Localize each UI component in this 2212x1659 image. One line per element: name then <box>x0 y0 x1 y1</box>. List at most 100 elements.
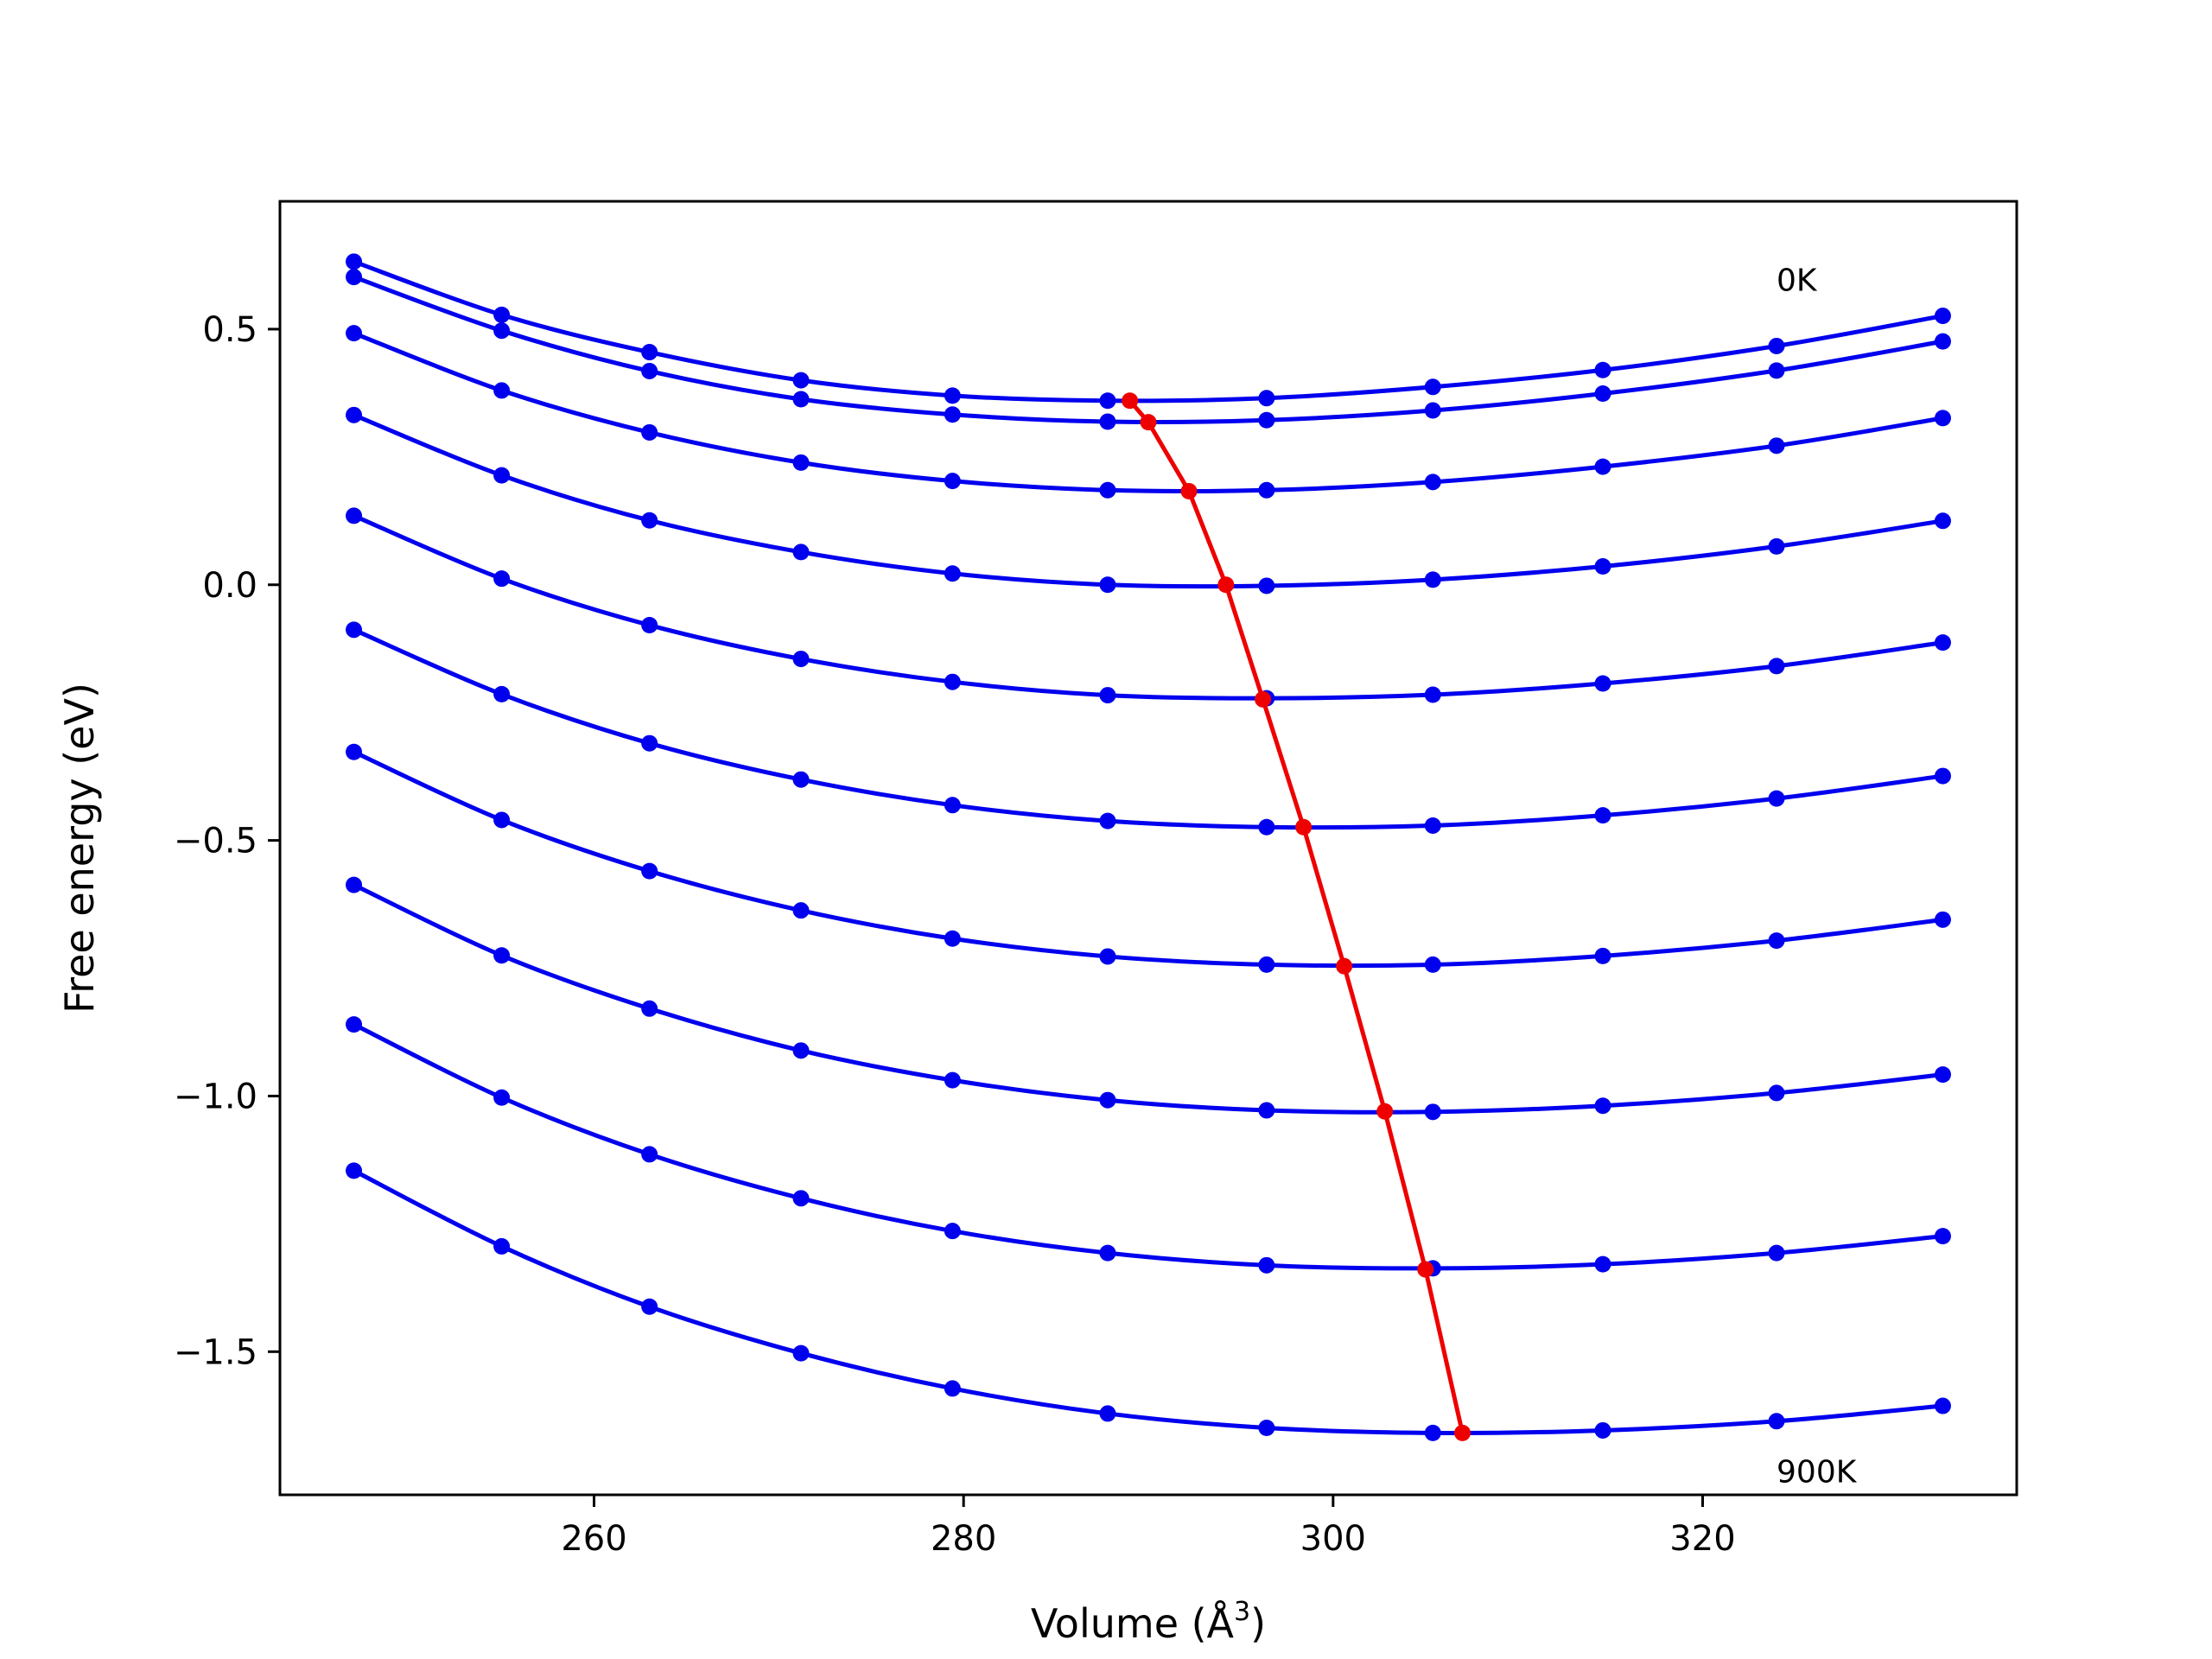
series-4-point-9 <box>1768 658 1785 675</box>
series-3-point-0 <box>346 406 363 423</box>
series-1-point-9 <box>1768 362 1785 379</box>
series-6-point-6 <box>1258 956 1275 973</box>
series-0-point-0 <box>346 253 363 270</box>
series-5-point-6 <box>1258 818 1275 836</box>
series-5-point-5 <box>1099 812 1116 830</box>
series-2-point-6 <box>1258 481 1275 499</box>
series-8-point-2 <box>641 1146 658 1163</box>
series-3-point-3 <box>792 543 810 561</box>
series-1-point-8 <box>1594 385 1611 402</box>
x-tick-label-1: 280 <box>931 1519 996 1559</box>
series-1-point-6 <box>1258 411 1275 429</box>
series-0-point-9 <box>1768 337 1785 354</box>
series-9-point-2 <box>641 1298 658 1315</box>
series-7-point-6 <box>1258 1102 1275 1119</box>
series-line-5 <box>353 627 1943 830</box>
series-2-point-7 <box>1424 474 1441 491</box>
series-9-point-8 <box>1594 1421 1611 1439</box>
series-4-point-5 <box>1099 687 1116 704</box>
series-6-point-2 <box>641 862 658 880</box>
y-tick-label-1: 0.0 <box>202 566 257 606</box>
series-4-point-7 <box>1424 686 1441 703</box>
series-1-point-2 <box>641 362 658 379</box>
series-0-point-3 <box>792 372 810 389</box>
series-line-7 <box>353 882 1943 1115</box>
series-6-point-9 <box>1768 932 1785 950</box>
series-1-point-1 <box>493 322 511 340</box>
y-tick-label-2: −0.5 <box>174 822 257 861</box>
series-line-9 <box>353 1168 1943 1436</box>
x-axis-label: Volume (Å3) <box>1031 1597 1266 1647</box>
series-2-point-0 <box>346 325 363 342</box>
series-0-point-8 <box>1594 361 1611 378</box>
minimum-point-8 <box>1417 1261 1434 1278</box>
series-7-point-10 <box>1934 1066 1951 1084</box>
series-5-point-3 <box>792 771 810 788</box>
series-5-point-7 <box>1424 817 1441 834</box>
minimum-path-line <box>1128 399 1465 1433</box>
series-0-point-2 <box>641 344 658 361</box>
series-7-point-7 <box>1424 1103 1441 1121</box>
minimum-point-9 <box>1454 1424 1471 1441</box>
minimum-point-7 <box>1376 1103 1394 1120</box>
series-8-point-0 <box>346 1016 363 1033</box>
series-6-point-4 <box>944 930 961 947</box>
series-8-point-1 <box>493 1089 511 1106</box>
series-0-point-7 <box>1424 378 1441 396</box>
minimum-path-layer <box>1122 392 1471 1441</box>
series-4-point-1 <box>493 570 511 588</box>
minimum-point-4 <box>1255 690 1272 708</box>
series-4-point-8 <box>1594 675 1611 692</box>
plot-frame <box>278 200 2018 1497</box>
series-8-point-9 <box>1768 1244 1785 1262</box>
y-axis-label: Free energy (eV) <box>56 683 103 1014</box>
series-0-point-1 <box>493 306 511 323</box>
series-2-point-5 <box>1099 481 1116 499</box>
series-0-point-4 <box>944 387 961 404</box>
series-9-point-6 <box>1258 1419 1275 1436</box>
series-8-point-6 <box>1258 1256 1275 1274</box>
series-4-point-2 <box>641 617 658 634</box>
series-5-point-9 <box>1768 790 1785 807</box>
minimum-point-1 <box>1140 414 1157 431</box>
series-1-point-0 <box>346 269 363 286</box>
minimum-point-0 <box>1122 392 1139 410</box>
series-6-point-3 <box>792 902 810 919</box>
series-0-point-5 <box>1099 392 1116 410</box>
series-1-point-10 <box>1934 333 1951 350</box>
x-axis-label-close: ) <box>1250 1600 1266 1647</box>
x-tick-label-3: 320 <box>1669 1519 1735 1559</box>
series-6-point-1 <box>493 811 511 829</box>
series-6-point-7 <box>1424 956 1441 973</box>
series-7-point-5 <box>1099 1091 1116 1109</box>
series-4-point-0 <box>346 507 363 524</box>
series-4-point-10 <box>1934 634 1951 652</box>
series-5-point-10 <box>1934 767 1951 785</box>
minimum-point-2 <box>1180 482 1198 499</box>
series-7-point-4 <box>944 1071 961 1089</box>
series-8-point-8 <box>1594 1255 1611 1273</box>
series-1-point-5 <box>1099 413 1116 430</box>
series-9-point-7 <box>1424 1424 1441 1441</box>
series-7-point-8 <box>1594 1097 1611 1115</box>
annotation-0: 0K <box>1777 264 1818 299</box>
series-2-point-3 <box>792 454 810 471</box>
series-2-point-4 <box>944 473 961 490</box>
series-7-point-0 <box>346 876 363 893</box>
series-7-point-9 <box>1768 1084 1785 1102</box>
series-6-point-5 <box>1099 948 1116 965</box>
series-3-point-5 <box>1099 576 1116 594</box>
series-4-point-3 <box>792 651 810 668</box>
series-6-point-10 <box>1934 911 1951 928</box>
series-3-point-9 <box>1768 537 1785 555</box>
series-8-point-4 <box>944 1223 961 1240</box>
x-axis-label-main: Volume (Å <box>1031 1600 1235 1647</box>
y-axis-ticks: 0.5 0.0 −0.5 −1.0 −1.5 <box>174 310 280 1372</box>
series-2-point-2 <box>641 423 658 441</box>
series-6-point-0 <box>346 743 363 760</box>
series-3-point-7 <box>1424 571 1441 588</box>
x-tick-label-2: 300 <box>1300 1519 1366 1559</box>
series-3-point-1 <box>493 467 511 484</box>
series-5-point-2 <box>641 734 658 752</box>
